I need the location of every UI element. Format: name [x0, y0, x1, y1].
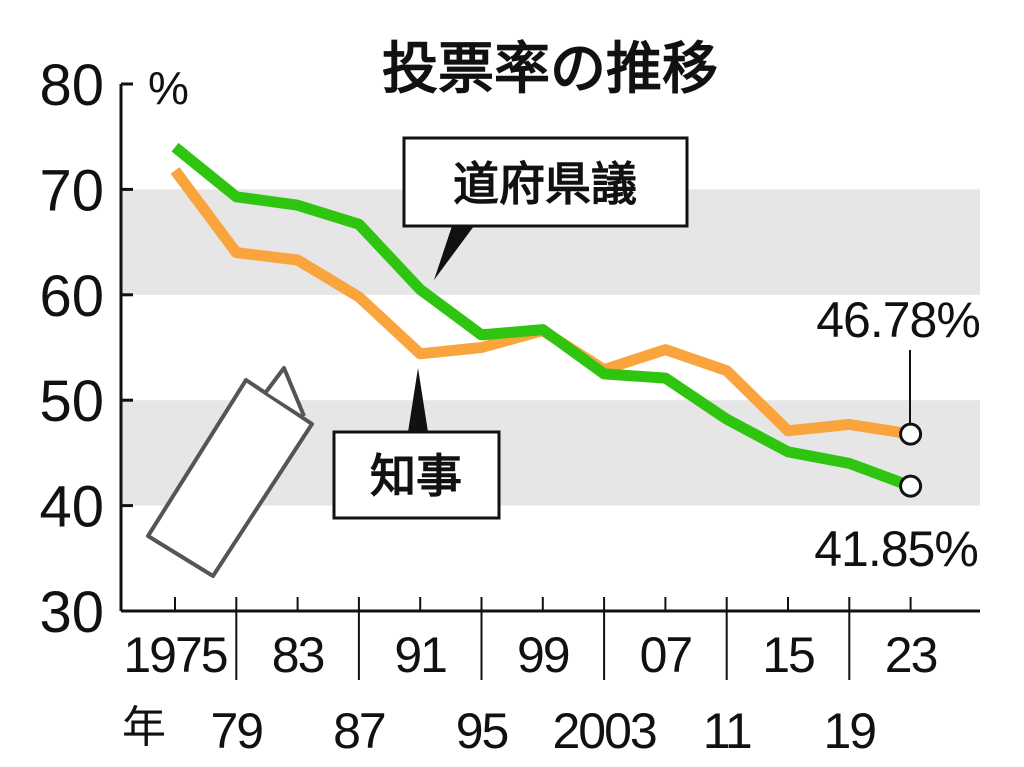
x-tick-label: 23 [885, 627, 937, 683]
x-tick-label: 99 [517, 627, 569, 683]
x-tick-label: 19 [823, 703, 875, 759]
x-tick-label: 07 [640, 627, 692, 683]
y-tick-labels: 30 40 50 60 70 80 [39, 53, 104, 645]
y-tick-label: 40 [39, 475, 104, 540]
callout-pointer-gikai [434, 226, 474, 280]
end-label-chiji: 46.78% [816, 292, 980, 348]
x-tick-label: 79 [210, 703, 262, 759]
callout-box-gikai [402, 136, 689, 228]
series-label-gikai: 道府県議 [453, 157, 637, 211]
x-year-suffix: 年 [122, 702, 166, 753]
x-tick-label: 91 [394, 627, 446, 683]
callout-box-chiji [332, 430, 501, 520]
x-tick-label: 95 [456, 703, 508, 759]
series-label-chiji: 知事 [370, 449, 462, 503]
y-tick-label: 80 [39, 53, 104, 118]
y-unit-label: % [148, 62, 189, 114]
chart-title: 投票率の推移 [382, 37, 718, 102]
axis-ticks [121, 82, 912, 680]
series-line-0 [171, 142, 913, 492]
series-lines [170, 142, 913, 492]
x-tick-label: 83 [272, 627, 324, 683]
end-points [899, 422, 923, 498]
end-point-1 [899, 422, 923, 446]
x-tick-label: 2003 [552, 703, 655, 759]
x-tick-label: 87 [333, 703, 385, 759]
end-point-0 [899, 474, 923, 498]
ballot-icon [146, 366, 314, 578]
callout-pointer-chiji [408, 368, 428, 432]
x-tick-label: 15 [762, 627, 814, 683]
y-tick-label: 50 [39, 369, 104, 434]
x-tick-label: 1975 [123, 627, 226, 683]
y-tick-label: 60 [39, 264, 104, 329]
end-label-gikai: 41.85% [814, 521, 978, 577]
x-tick-label: 11 [703, 703, 751, 759]
y-tick-label: 70 [39, 158, 104, 223]
y-tick-label: 30 [39, 580, 104, 645]
